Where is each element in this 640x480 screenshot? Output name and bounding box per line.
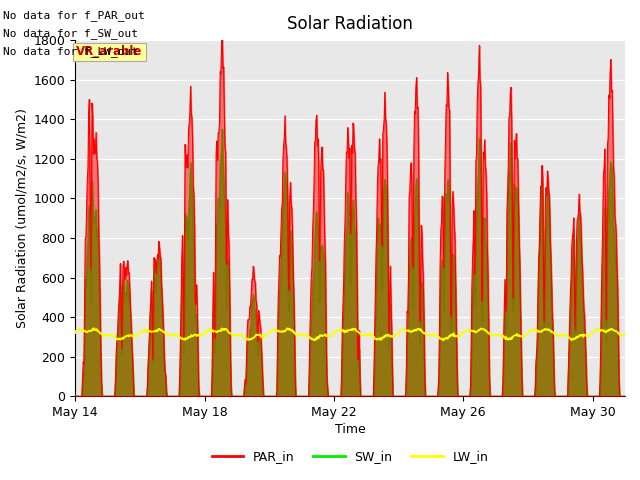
Y-axis label: Solar Radiation (umol/m2/s, W/m2): Solar Radiation (umol/m2/s, W/m2) (15, 108, 28, 328)
Text: No data for f_PAR_out: No data for f_PAR_out (3, 10, 145, 21)
Text: VR_arable: VR_arable (76, 46, 143, 59)
Title: Solar Radiation: Solar Radiation (287, 15, 413, 33)
X-axis label: Time: Time (335, 423, 365, 436)
Legend: PAR_in, SW_in, LW_in: PAR_in, SW_in, LW_in (207, 445, 493, 468)
Text: No data for f_SW_out: No data for f_SW_out (3, 28, 138, 39)
Text: No data for f_LW_out: No data for f_LW_out (3, 46, 138, 57)
